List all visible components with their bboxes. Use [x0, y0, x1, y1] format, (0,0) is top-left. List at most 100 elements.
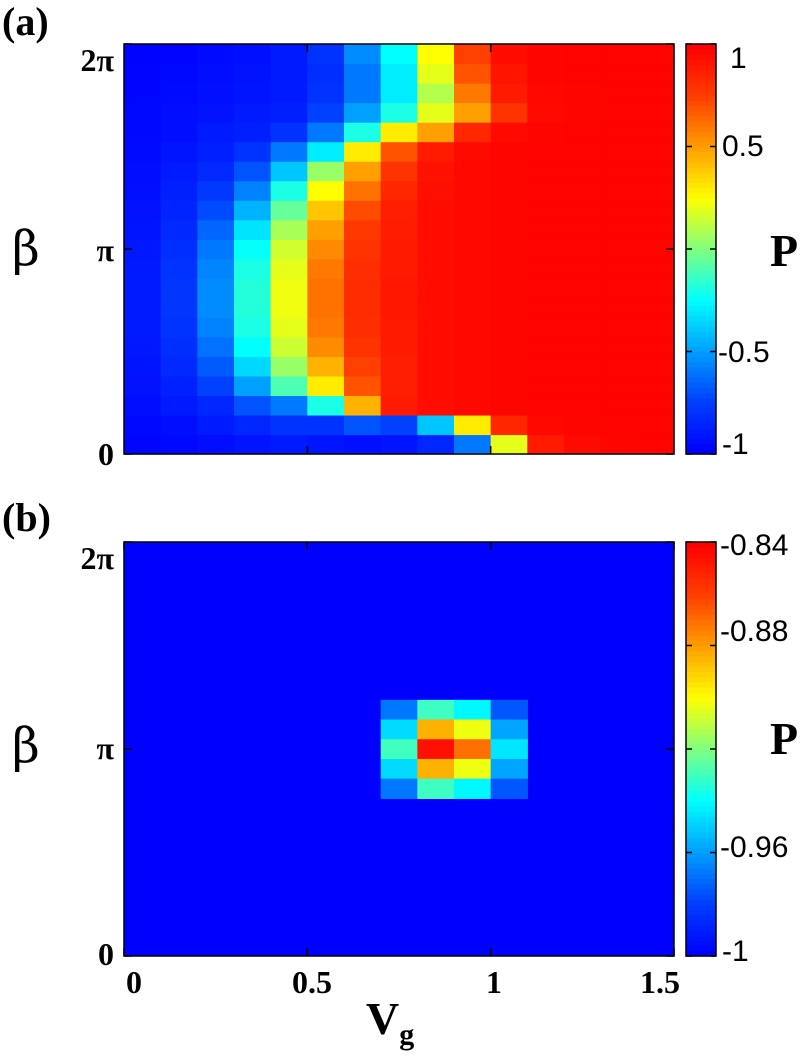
heatmap-cell	[637, 102, 675, 123]
heatmap-cell	[270, 258, 308, 279]
heatmap-cell	[124, 395, 162, 416]
heatmap-cell	[600, 44, 638, 65]
colorbar-segment	[686, 754, 716, 760]
colorbar-a	[685, 43, 717, 455]
heatmap-cell	[344, 375, 382, 397]
heatmap-cell	[417, 739, 455, 760]
colorbar-segment	[686, 635, 716, 641]
y-tick-2pi-a: 2π	[80, 42, 114, 78]
heatmap-cell	[380, 278, 418, 299]
colorbar-segment	[686, 448, 716, 455]
colorbar-segment	[686, 868, 716, 874]
heatmap-cell	[124, 219, 162, 240]
colorbar-segment	[686, 547, 716, 553]
heatmap-cell	[527, 375, 565, 397]
colorbar-segment	[686, 562, 716, 569]
colorbar-segment	[686, 233, 716, 240]
colorbar-tick-b-5: -1	[722, 935, 749, 968]
heatmap-cell	[270, 414, 308, 436]
heatmap-cell	[564, 102, 602, 123]
heatmap-cell	[160, 375, 198, 397]
colorbar-segment	[686, 356, 716, 363]
colorbar-segment	[686, 862, 716, 869]
colorbar-segment	[686, 816, 716, 823]
heatmap-cell	[380, 239, 418, 260]
heatmap-cell	[490, 219, 528, 240]
heatmap-cell	[490, 395, 528, 416]
heatmap-cell	[637, 356, 675, 377]
heatmap-cell	[380, 44, 418, 65]
colorbar-segment	[686, 161, 716, 168]
heatmap-cell	[527, 200, 565, 221]
x-tick-1.5: 1.5	[640, 964, 680, 1000]
colorbar-segment	[686, 372, 716, 378]
heatmap-cell	[527, 180, 565, 201]
x-axis-label: Vg	[366, 996, 414, 1058]
heatmap-cell	[637, 161, 675, 182]
colorbar-segment	[686, 614, 716, 621]
x-axis-label-sub: g	[399, 1018, 415, 1052]
panel-label-a: (a)	[2, 0, 49, 44]
heatmap-cell	[160, 395, 198, 416]
heatmap-cell	[307, 375, 345, 397]
colorbar-segment	[686, 238, 716, 245]
heatmap-cell	[124, 336, 162, 357]
colorbar-segment	[686, 146, 716, 153]
colorbar-segment	[686, 743, 716, 750]
colorbar-segment	[686, 115, 716, 122]
colorbar-tick-a-5: -1	[722, 428, 749, 461]
heatmap-cell	[307, 200, 345, 221]
colorbar-segment	[686, 707, 716, 714]
heatmap-cell	[454, 414, 492, 436]
heatmap-cell	[197, 219, 235, 240]
heatmap-cell	[600, 161, 638, 182]
colorbar-segment	[686, 54, 716, 60]
heatmap-cell	[527, 278, 565, 299]
heatmap-cell	[270, 434, 308, 455]
heatmap-a	[123, 43, 675, 455]
heatmap-cell	[344, 83, 382, 104]
heatmap-cell	[637, 141, 675, 162]
colorbar-segment	[686, 935, 716, 942]
heatmap-cell	[637, 83, 675, 104]
heatmap-cell	[380, 258, 418, 279]
colorbar-segment	[686, 69, 716, 76]
heatmap-cell	[270, 278, 308, 299]
colorbar-segment	[686, 780, 716, 786]
heatmap-cell	[417, 395, 455, 416]
heatmap-cell	[490, 336, 528, 357]
colorbar-tick-b-4: -0.96	[720, 831, 789, 864]
heatmap-cell	[234, 200, 272, 221]
y-tick-pi-b: π	[96, 730, 114, 766]
colorbar-segment	[686, 604, 716, 610]
colorbar-segment	[686, 857, 716, 864]
heatmap-cell	[270, 161, 308, 182]
heatmap-cell	[454, 719, 492, 740]
heatmap-cell	[600, 395, 638, 416]
heatmap-cell	[417, 141, 455, 162]
heatmap-cell	[380, 758, 418, 780]
heatmap-cell	[417, 758, 455, 780]
heatmap-cell	[600, 122, 638, 143]
heatmap-cell	[344, 395, 382, 416]
heatmap-cell	[637, 336, 675, 357]
colorbar-segment	[686, 331, 716, 337]
colorbar-segment	[686, 686, 716, 693]
colorbar-segment	[686, 320, 716, 327]
heatmap-cell	[490, 239, 528, 260]
heatmap-cell	[160, 200, 198, 221]
colorbar-segment	[686, 315, 716, 322]
heatmap-cell	[380, 200, 418, 221]
heatmap-cell	[600, 278, 638, 299]
heatmap-cell	[490, 739, 528, 760]
heatmap-cell	[197, 200, 235, 221]
colorbar-segment	[686, 392, 716, 399]
heatmap-cell	[380, 719, 418, 740]
heatmap-cell	[344, 44, 382, 65]
colorbar-segment	[686, 671, 716, 678]
colorbar-segment	[686, 407, 716, 414]
colorbar-segment	[686, 136, 716, 142]
colorbar-segment	[686, 177, 716, 183]
colorbar-segment	[686, 821, 716, 828]
colorbar-segment	[686, 826, 716, 833]
